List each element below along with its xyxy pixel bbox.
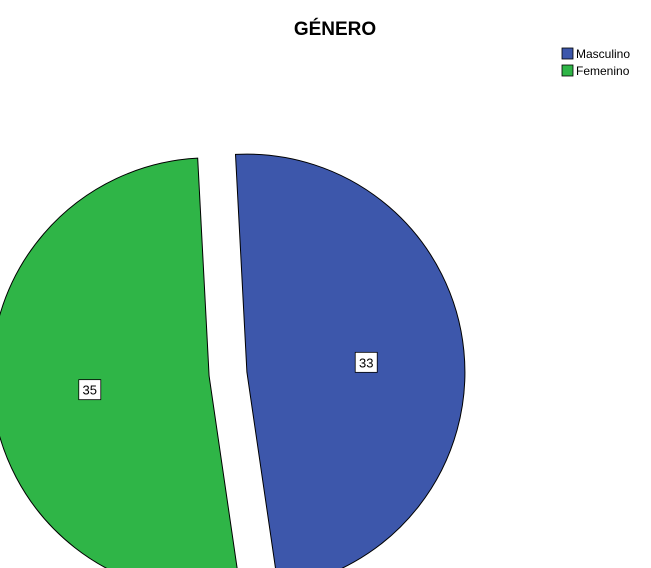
legend-swatch-masculino	[561, 47, 574, 60]
legend-label-masculino: Masculino	[576, 47, 630, 61]
legend-swatch-femenino	[561, 64, 574, 77]
data-label-femenino: 35	[83, 383, 97, 398]
data-label-box-masculino	[354, 351, 378, 373]
pie-slice-masculino	[234, 153, 466, 568]
data-label-box-femenino	[78, 379, 102, 401]
data-label-masculino: 33	[359, 355, 373, 370]
pie-data-labels: 33 35	[78, 351, 378, 401]
pie-slice-femenino	[0, 157, 238, 568]
pie-slices	[0, 153, 466, 568]
legend-label-femenino: Femenino	[576, 64, 630, 78]
chart-title: GÉNERO	[294, 18, 376, 40]
legend: Masculino Femenino	[561, 47, 630, 78]
